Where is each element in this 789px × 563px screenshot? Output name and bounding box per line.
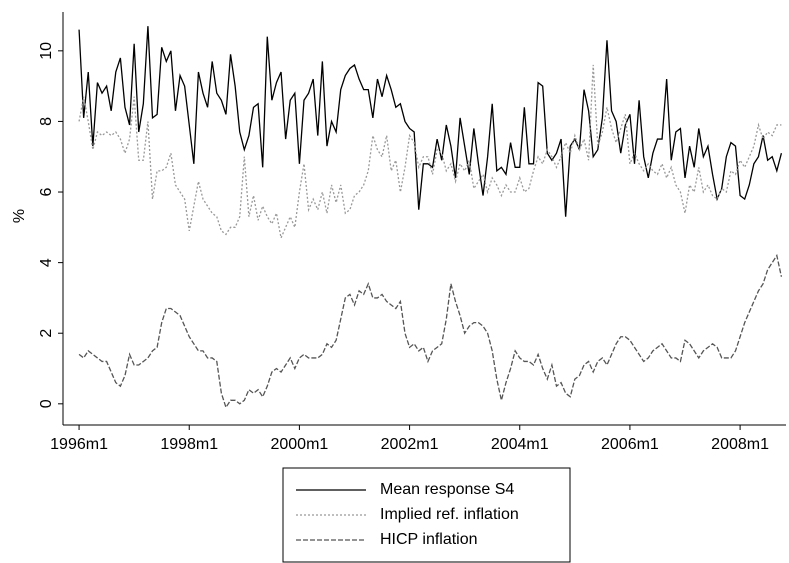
x-tick-label: 2002m1 — [381, 436, 439, 453]
x-tick-label: 2004m1 — [491, 436, 549, 453]
y-tick-label: 0 — [38, 399, 55, 408]
legend — [282, 467, 571, 563]
y-axis-label: % — [11, 209, 28, 223]
series-line — [78, 253, 783, 409]
series-line — [78, 26, 783, 217]
y-tick-label: 8 — [38, 117, 55, 126]
x-tick-label: 2008m1 — [711, 436, 769, 453]
y-tick-label: 6 — [38, 187, 55, 196]
x-tick-label: 1998m1 — [160, 436, 218, 453]
x-tick-label: 2000m1 — [270, 436, 328, 453]
x-tick-label: 2006m1 — [601, 436, 659, 453]
y-tick-label: 2 — [38, 329, 55, 338]
series-line — [78, 64, 782, 241]
y-tick-label: 4 — [38, 258, 55, 267]
legend-label: Mean response S4 — [380, 481, 514, 498]
y-tick-label: 10 — [38, 42, 55, 60]
x-tick-label: 1996m1 — [50, 436, 108, 453]
legend-label: HICP inflation — [380, 531, 478, 548]
legend-label: Implied ref. inflation — [380, 506, 519, 523]
